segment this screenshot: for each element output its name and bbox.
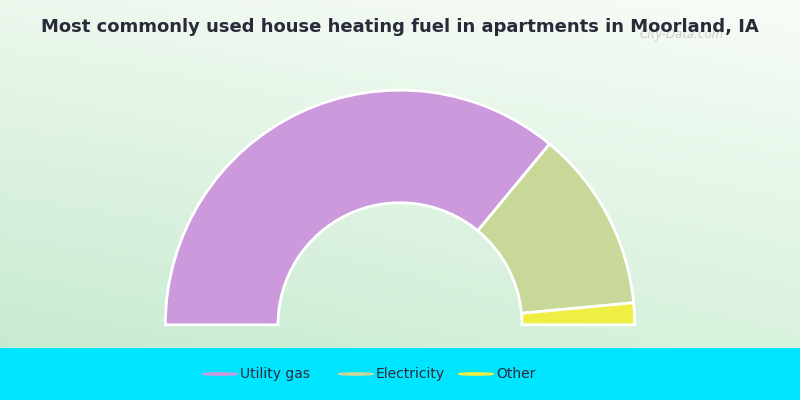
Circle shape (202, 373, 238, 375)
Text: Other: Other (496, 367, 535, 381)
Text: Electricity: Electricity (376, 367, 445, 381)
Text: Utility gas: Utility gas (240, 367, 310, 381)
Text: City-Data.com: City-Data.com (640, 28, 724, 41)
Wedge shape (522, 303, 634, 325)
Circle shape (458, 373, 494, 375)
Wedge shape (478, 144, 634, 313)
Wedge shape (166, 90, 550, 325)
Circle shape (338, 373, 374, 375)
Text: Most commonly used house heating fuel in apartments in Moorland, IA: Most commonly used house heating fuel in… (41, 18, 759, 36)
